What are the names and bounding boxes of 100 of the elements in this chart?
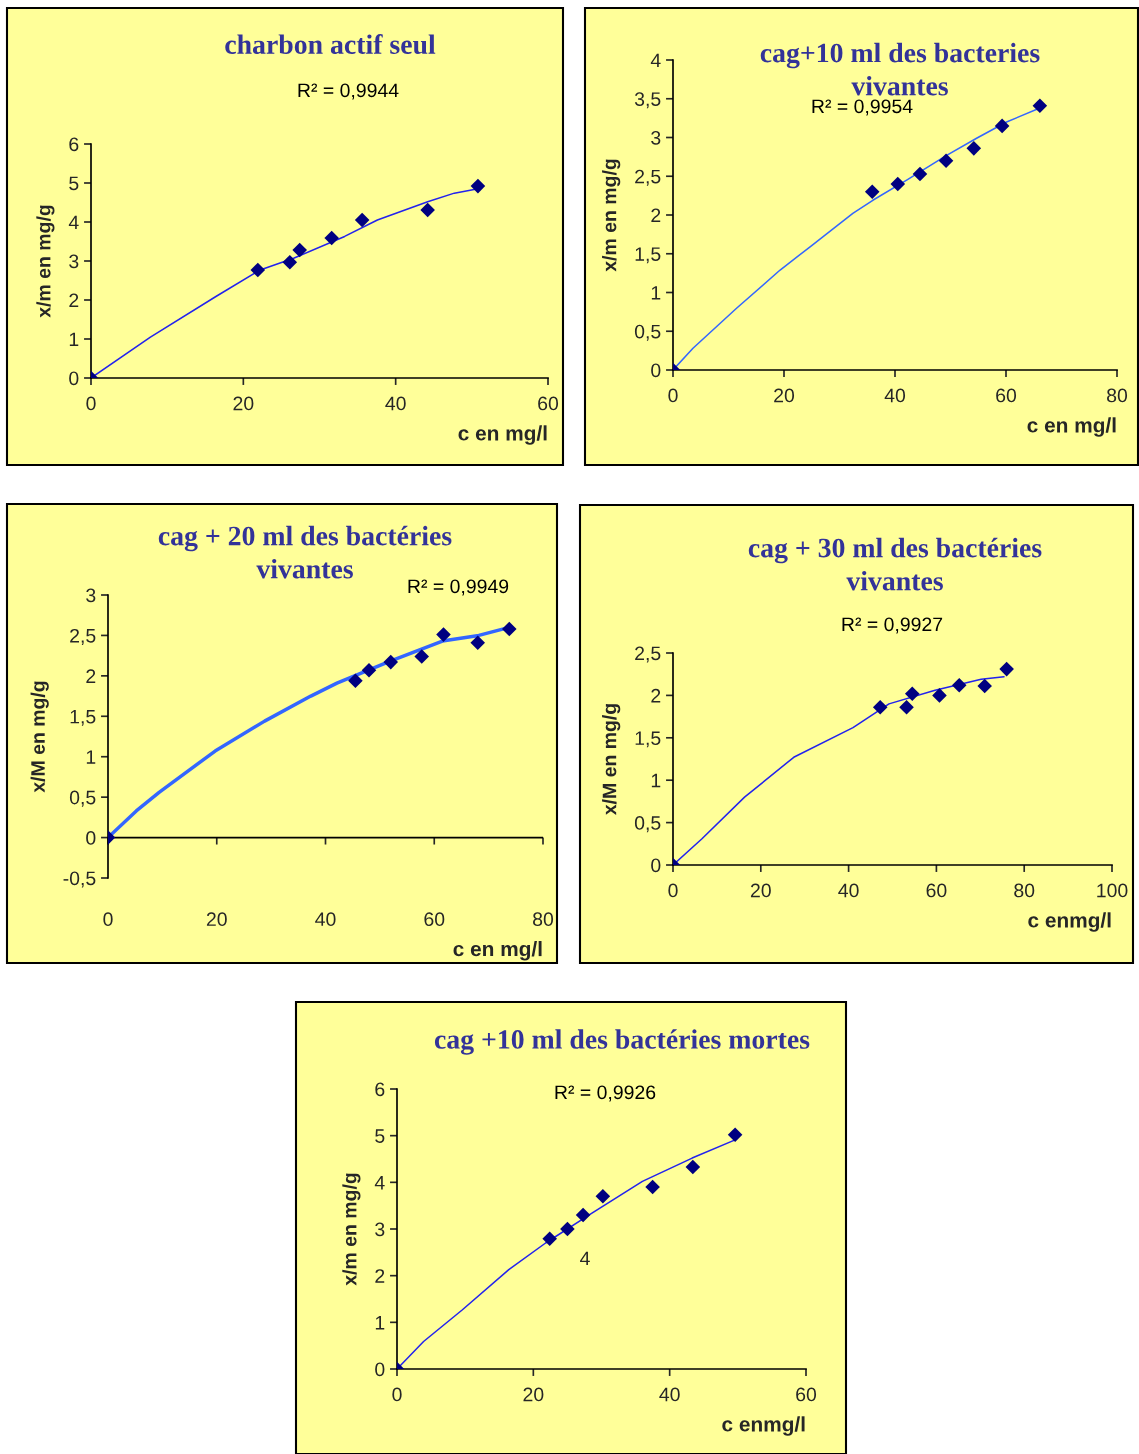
y-tick-label: 2 <box>69 293 79 308</box>
point <box>470 635 486 650</box>
point <box>502 621 517 637</box>
y-tick-label: 0,5 <box>634 816 661 833</box>
y-tick-label: 0,5 <box>634 324 661 341</box>
y-tick-label: 3,5 <box>634 92 661 109</box>
x-tick-label: 20 <box>523 1387 544 1402</box>
point <box>361 662 377 678</box>
x-tick-label: 60 <box>996 388 1017 403</box>
point <box>420 202 435 218</box>
y-axis-title: x/M en mg/g <box>30 681 49 793</box>
point <box>250 262 266 278</box>
y-tick-label: 0 <box>86 831 96 845</box>
y-tick-label: 1,5 <box>70 709 96 726</box>
y-tick-label: 3 <box>375 1222 385 1237</box>
annotation: 4 <box>580 1251 590 1266</box>
x-tick-label: 40 <box>659 1387 680 1402</box>
chart-title: cag + 30 ml des bactéries vivantes <box>748 537 1042 591</box>
y-tick-label: 0,5 <box>69 790 96 807</box>
y-tick-label: 2,5 <box>635 169 661 186</box>
point <box>685 1159 701 1175</box>
x-axis-title: c en mg/l <box>1027 417 1116 437</box>
point <box>645 1179 660 1195</box>
y-tick-label: 2,5 <box>635 646 661 663</box>
y-axis-title: x/M en mg/g <box>602 704 621 816</box>
y-axis-title: x/m en mg/g <box>36 205 55 318</box>
y-tick-label: 1 <box>651 286 661 300</box>
text: R² = 0,9954 <box>812 99 913 116</box>
x-axis-title: c enmg/l <box>722 1416 805 1436</box>
y-tick-label: 3 <box>651 130 661 145</box>
chart-title: cag + 20 ml des bactéries vivantes <box>158 525 452 579</box>
x-tick-label: 80 <box>1107 388 1128 403</box>
y-tick-label: 5 <box>375 1129 385 1143</box>
point <box>414 649 430 664</box>
chart-subtitle: R² = 0,9927 <box>842 617 943 634</box>
x-tick-label: 60 <box>796 1387 817 1402</box>
y-tick-label: 0 <box>69 371 79 386</box>
point <box>354 212 370 228</box>
y-tick-label: 4 <box>374 1176 385 1190</box>
chart-title: charbon actif seul <box>225 34 436 55</box>
x-tick-label: 60 <box>424 912 445 927</box>
y-axis-title: x/m en mg/g <box>342 1173 361 1286</box>
y-axis-title: x/m en mg/g <box>602 159 621 272</box>
point <box>282 254 298 270</box>
y-tick-label: -0,5 <box>63 871 96 888</box>
y-tick-label: 2 <box>651 688 661 703</box>
x-axis-title: c en mg/l <box>458 425 547 445</box>
x-tick-label: 40 <box>315 912 336 927</box>
chart-title: cag+10 ml des bacteries vivantes <box>760 42 1040 96</box>
x-tick-label: 80 <box>533 912 554 927</box>
y-tick-label: 2 <box>651 208 661 223</box>
y-tick-label: 6 <box>69 137 79 152</box>
y-tick-label: 3 <box>86 588 96 603</box>
y-tick-label: 2 <box>86 669 96 683</box>
x-tick-label: 40 <box>838 883 859 898</box>
x-tick-label: 80 <box>1014 883 1035 898</box>
y-tick-label: 1 <box>651 773 661 788</box>
chart-subtitle: R² = 0,9926 <box>555 1085 656 1102</box>
x-tick-label: 0 <box>668 388 678 403</box>
chart-title: cag +10 ml des bactéries mortes <box>434 1029 810 1055</box>
y-tick-label: 1 <box>69 332 79 347</box>
x-tick-label: 20 <box>233 396 254 411</box>
y-tick-label: 3 <box>69 254 79 269</box>
point <box>727 1127 743 1143</box>
point <box>542 1231 557 1247</box>
y-tick-label: 0 <box>375 1362 385 1377</box>
x-axis-title: c en mg/l <box>453 941 542 961</box>
y-tick-label: 1 <box>86 750 96 764</box>
x-axis-title: c enmg/l <box>1028 912 1111 932</box>
x-tick-label: 0 <box>103 912 113 927</box>
x-tick-label: 20 <box>206 912 227 927</box>
point <box>595 1189 611 1204</box>
point <box>324 230 339 246</box>
x-tick-label: 0 <box>392 1387 402 1402</box>
y-tick-label: 0 <box>651 858 661 873</box>
y-tick-label: 2,5 <box>70 628 96 645</box>
x-tick-label: 20 <box>774 388 795 403</box>
y-tick-label: 4 <box>68 215 79 230</box>
point <box>383 654 399 670</box>
y-tick-label: 1 <box>375 1316 385 1330</box>
point <box>470 178 486 194</box>
y-tick-label: 1,5 <box>635 247 661 264</box>
y-tick-label: 2 <box>375 1269 385 1283</box>
x-tick-label: 60 <box>926 883 947 898</box>
x-tick-label: 0 <box>668 883 678 898</box>
point <box>348 673 363 688</box>
x-tick-label: 20 <box>750 883 771 898</box>
x-tick-label: 100 <box>1097 883 1128 898</box>
y-tick-label: 5 <box>69 176 79 191</box>
y-tick-label: 6 <box>375 1082 385 1097</box>
x-tick-label: 40 <box>884 388 906 403</box>
x-tick-label: 60 <box>538 396 559 411</box>
point <box>436 627 451 642</box>
y-tick-label: 4 <box>650 53 661 68</box>
point <box>292 242 307 258</box>
point <box>560 1221 575 1237</box>
point <box>575 1207 591 1223</box>
y-tick-label: 1,5 <box>635 731 661 748</box>
chart-subtitle: R² = 0,9949 <box>408 579 509 596</box>
y-tick-label: 0 <box>651 363 661 378</box>
